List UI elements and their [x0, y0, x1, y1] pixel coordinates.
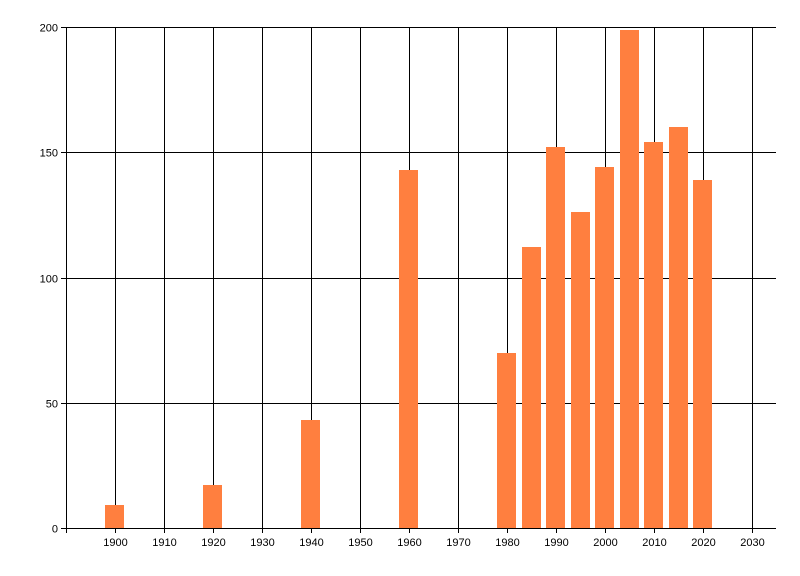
x-tick-label-2010: 2010: [642, 537, 666, 549]
x-tick-label-2020: 2020: [691, 537, 715, 549]
bar-1995: [571, 212, 590, 528]
bar-1990: [546, 147, 565, 528]
x-tick-label-1910: 1910: [152, 537, 176, 549]
bar-2020: [693, 180, 712, 528]
bar-2000: [595, 167, 614, 528]
bar-1985: [522, 247, 541, 528]
x-tick-label-1920: 1920: [201, 537, 225, 549]
bar-1900: [105, 505, 124, 528]
axes: [61, 27, 776, 533]
x-tick-label-1990: 1990: [544, 537, 568, 549]
tick-labels: 0 50 100 150 200 1900 1910 1920 1930 1940 1950 1960…: [40, 23, 765, 550]
bar-2005: [620, 30, 639, 528]
y-tick-label-200: 200: [40, 23, 58, 35]
x-tick-label-1900: 1900: [103, 537, 127, 549]
y-tick-label-150: 150: [40, 148, 58, 160]
x-tick-label-2030: 2030: [740, 537, 764, 549]
x-tick-label-1980: 1980: [495, 537, 519, 549]
bar-1960: [399, 170, 418, 528]
x-tick-label-1940: 1940: [299, 537, 323, 549]
bar-1940: [301, 420, 320, 528]
bars: [105, 30, 712, 528]
x-tick-label-2000: 2000: [593, 537, 617, 549]
bar-1980: [497, 353, 516, 528]
bar-1920: [203, 485, 222, 528]
bar-2015: [669, 127, 688, 528]
y-tick-label-0: 0: [52, 524, 58, 536]
x-tick-label-1950: 1950: [348, 537, 372, 549]
bar-2010: [644, 142, 663, 528]
y-tick-label-100: 100: [40, 274, 58, 286]
x-tick-label-1930: 1930: [250, 537, 274, 549]
x-tick-label-1970: 1970: [446, 537, 470, 549]
x-tick-label-1960: 1960: [397, 537, 421, 549]
y-tick-label-50: 50: [46, 399, 58, 411]
